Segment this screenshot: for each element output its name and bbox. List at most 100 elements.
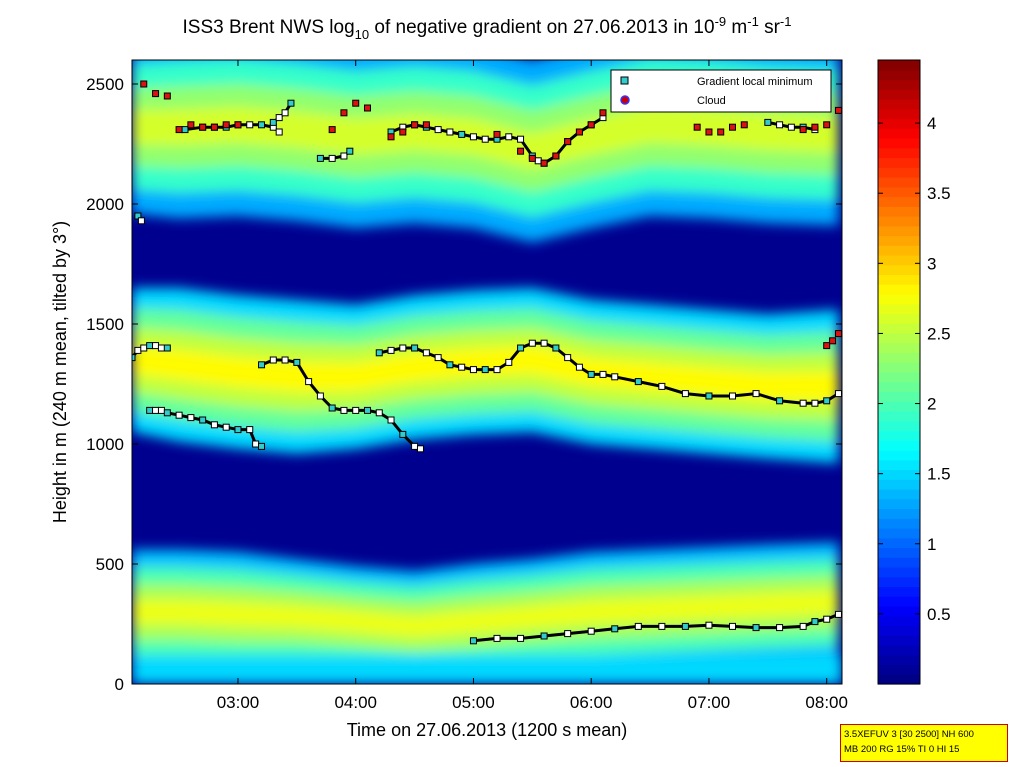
cloud-point xyxy=(175,126,183,134)
cloud-point xyxy=(834,330,842,338)
cloud-point xyxy=(829,337,837,345)
colorbar-step xyxy=(878,147,920,159)
colorbar-step xyxy=(878,99,920,110)
gradient-minimum-point xyxy=(728,622,736,630)
x-tick-label: 03:00 xyxy=(217,693,260,712)
title-sup: -1 xyxy=(747,14,759,29)
x-tick-label: 05:00 xyxy=(452,693,495,712)
y-axis: 0 500 1000 1500 2000 2500 xyxy=(86,75,842,694)
gradient-minimum-point xyxy=(469,133,477,141)
title-sup: -1 xyxy=(780,14,792,29)
colorbar-frame xyxy=(877,59,921,685)
info-box: 3.5XEFUV 3 [30 2500] NH 600 MB 200 RG 15… xyxy=(840,724,1008,762)
cloud-point xyxy=(717,128,725,136)
x-axis: 03:00 04:00 05:00 06:00 07:00 08:00 xyxy=(217,60,848,712)
gradient-minimum-point xyxy=(152,342,160,350)
legend: Gradient local minimum Cloud xyxy=(610,69,832,113)
title-sub: 10 xyxy=(355,27,369,42)
x-tick-label: 08:00 xyxy=(805,693,848,712)
gradient-minimum-point xyxy=(811,618,819,626)
colorbar-step xyxy=(878,479,920,490)
legend-box xyxy=(610,69,832,113)
gradient-minimum-point xyxy=(540,632,548,640)
gradient-minimum-point xyxy=(375,349,383,357)
colorbar-step xyxy=(878,79,920,90)
gradient-minimum-point xyxy=(258,442,266,450)
gradient-minimum-point xyxy=(564,630,572,638)
colorbar-step xyxy=(878,411,920,422)
gradient-minimum-point xyxy=(422,349,430,357)
cloud-point xyxy=(599,109,607,117)
gradient-minimum-point xyxy=(517,135,525,143)
gradient-minimum-point xyxy=(705,621,713,629)
gradient-minimum-point xyxy=(375,409,383,417)
gradient-minimum-point xyxy=(316,392,324,400)
colorbar-tick-label: 0.5 xyxy=(927,605,951,624)
gradient-minimum-point xyxy=(181,126,189,134)
info-line-2: MB 200 RG 15% TI 0 HI 15 xyxy=(844,744,960,755)
gradient-minimum-point xyxy=(137,217,145,225)
plot-frame xyxy=(131,59,843,685)
colorbar-step xyxy=(878,391,920,402)
y-axis-label: Height in m (240 m mean, tilted by 3°) xyxy=(50,221,70,523)
gradient-minimum-point xyxy=(823,615,831,623)
colorbar-step xyxy=(878,508,920,519)
chart-title: ISS3 Brent NWS log10 of negative gradien… xyxy=(183,14,792,42)
gradient-minimum-point xyxy=(416,445,424,453)
colorbar-step xyxy=(878,352,920,363)
gradient-minimum-point xyxy=(564,354,572,362)
colorbar-step xyxy=(878,430,920,441)
gradient-minimum-point xyxy=(234,426,242,434)
colorbar-step xyxy=(878,654,920,666)
cloud-point xyxy=(705,128,713,136)
colorbar-step xyxy=(878,255,920,266)
colorbar-step xyxy=(878,528,920,539)
cloud-point xyxy=(352,99,360,107)
cloud-point xyxy=(387,133,395,141)
colorbar: 0.5 1 1.5 2 2.5 3 3.5 4 xyxy=(877,59,951,685)
gradient-minimum-point xyxy=(469,366,477,374)
colorbar-step xyxy=(878,586,920,597)
colorbar-step xyxy=(878,245,920,256)
gradient-minimum-point xyxy=(157,406,165,414)
gradient-minimum-point xyxy=(658,622,666,630)
gradient-minimum-point xyxy=(363,406,371,414)
cloud-point xyxy=(163,92,171,100)
gradient-minimum-point xyxy=(246,121,254,129)
gradient-minimum-point xyxy=(269,356,277,364)
colorbar-step xyxy=(878,576,920,588)
gradient-minimum-point xyxy=(352,406,360,414)
colorbar-tick-label: 2 xyxy=(927,395,936,414)
plot-area xyxy=(132,60,842,684)
gradient-minimum-point xyxy=(222,423,230,431)
cloud-point xyxy=(517,147,525,155)
colorbar-step xyxy=(878,518,920,529)
gradient-minimum-point xyxy=(517,634,525,642)
title-part: m xyxy=(726,17,747,38)
legend-label-gradient: Gradient local minimum xyxy=(697,76,813,88)
gradient-minimum-point xyxy=(469,637,477,645)
gradient-minimum-point xyxy=(681,390,689,398)
gradient-minimum-point xyxy=(387,346,395,354)
gradient-minimum-point xyxy=(252,440,260,448)
gradient-minimum-point xyxy=(517,344,525,352)
x-tick-label: 07:00 xyxy=(688,693,731,712)
gradient-minimum-point xyxy=(340,406,348,414)
colorbar-step xyxy=(878,196,920,207)
gradient-minimum-point xyxy=(316,154,324,162)
gradient-minimum-point xyxy=(611,373,619,381)
gradient-minimum-point xyxy=(634,378,642,386)
markers xyxy=(132,80,842,645)
gradient-minimum-point xyxy=(799,399,807,407)
gradient-minimum-point xyxy=(575,363,583,371)
gradient-minimum-point xyxy=(281,109,289,117)
colorbar-step xyxy=(878,294,920,305)
gradient-minimum-point xyxy=(705,392,713,400)
cloud-point xyxy=(823,121,831,129)
gradient-minimum-point xyxy=(787,123,795,131)
gradient-minimum-point xyxy=(681,622,689,630)
cloud-point xyxy=(328,126,336,134)
y-tick-label: 1000 xyxy=(86,435,124,454)
colorbar-step xyxy=(878,625,920,636)
